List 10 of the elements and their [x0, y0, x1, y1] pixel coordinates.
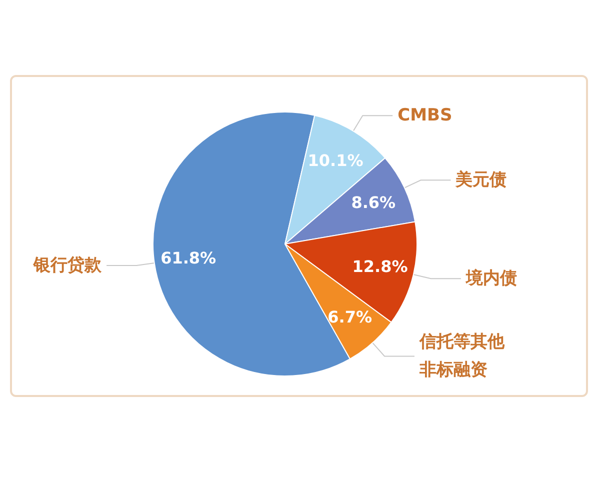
- slice-label: CMBS: [398, 106, 452, 126]
- slice-label: 境内债: [464, 268, 517, 289]
- data-label: 61.8%: [160, 248, 216, 268]
- data-label: 6.7%: [328, 308, 372, 327]
- data-label: 12.8%: [352, 257, 408, 276]
- data-label: 8.6%: [351, 192, 396, 212]
- slice-label: 银行贷款: [32, 256, 103, 276]
- data-label: 10.1%: [308, 150, 364, 170]
- slice-label: 美元债: [454, 170, 507, 190]
- slice-label: 信托等其他非标融资: [418, 332, 506, 380]
